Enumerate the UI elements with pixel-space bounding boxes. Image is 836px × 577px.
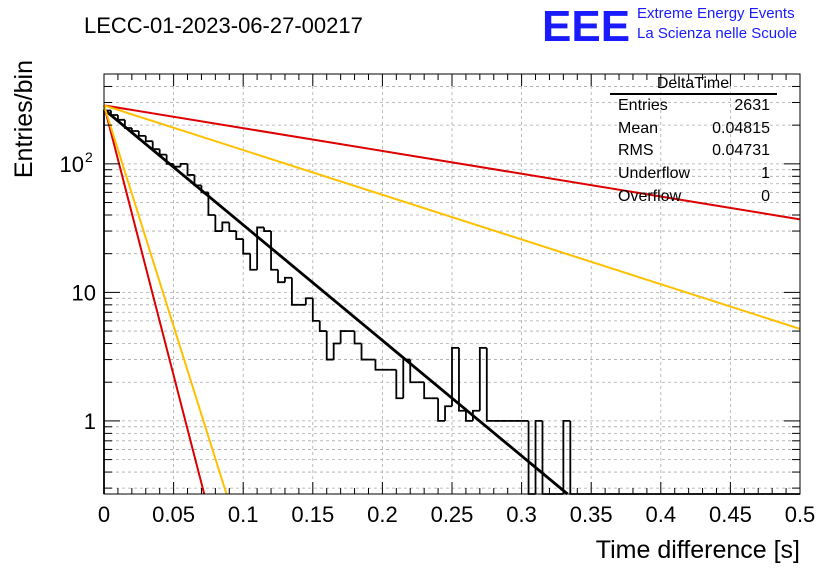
histogram-bin [478,346,487,411]
histogram-bin [541,420,550,495]
histogram-bin [228,222,237,232]
stats-value-entries: 2631 [734,97,770,114]
stats-label-entries: Entries [618,97,668,114]
histogram-bin [270,231,278,271]
histogram-bin [325,331,334,361]
histogram-bin [534,420,543,494]
histogram-bin [437,398,446,422]
histogram-bin [284,276,292,283]
fit-line [103,108,569,496]
x-tick-label: 0.15 [291,502,334,527]
grid-lines [104,73,800,494]
x-axis-title: Time difference [s] [596,536,800,564]
fit-line [103,105,206,495]
histogram-bin [339,330,348,344]
x-tick-label: 0.4 [646,502,677,527]
histogram-bin [158,149,167,156]
histogram-bin [207,192,216,216]
stats-value-underflow: 1 [761,165,770,182]
histogram-bin [527,420,536,495]
histogram-bin [423,382,432,400]
histogram-bin [353,331,362,345]
histogram-bin [179,162,188,167]
x-tick-label: 0.3 [506,502,537,527]
stats-value-rms: 0.04731 [712,142,770,159]
stats-title: DeltaTime [657,75,729,92]
histogram-bin [186,163,195,176]
histogram-bin [458,347,466,412]
histogram-bin [235,231,244,240]
x-tick-label: 0.25 [431,502,474,527]
x-tick-label: 0.5 [785,502,816,527]
eee-logo: EEE [542,2,630,51]
x-tick-label: 0.45 [709,502,752,527]
histogram-bin [144,135,153,143]
histogram-bin [360,343,369,361]
stats-value-overflow: 0 [761,188,770,205]
histogram-bin [263,227,272,232]
histogram-bin [318,320,327,332]
histogram-bin [256,226,265,270]
histogram-bin [402,358,411,399]
y-tick-label: 1 [84,409,96,434]
x-tick-label: 0.05 [152,502,195,527]
histogram-bin [214,214,223,232]
histogram-bin [291,277,299,306]
stats-label-underflow: Underflow [618,165,690,182]
histogram-bin [395,369,404,400]
histogram-bin [137,131,146,137]
stats-value-mean: 0.04815 [712,120,770,137]
histogram-bin [465,410,473,422]
y-tick-exponent: 2 [85,149,93,165]
histogram-bin [221,221,230,232]
histogram-bin [311,298,320,322]
x-tick-label: 0 [98,502,110,527]
histogram-bin [569,420,578,495]
stats-label-rms: RMS [618,142,654,159]
stats-label-mean: Mean [618,120,658,137]
histogram-bin [374,359,383,371]
histogram-bin [117,114,125,121]
fit-line [103,104,801,221]
x-tick-label: 0.2 [367,502,398,527]
x-tick-label: 0.1 [228,502,259,527]
histogram-bin [409,359,418,384]
logo-line-1: Extreme Energy Events [637,5,795,22]
histogram-bin [151,141,160,151]
histogram-bin [103,109,111,494]
histogram-bin [485,347,494,422]
fit-lines [103,104,801,496]
histogram-bin [444,405,452,421]
histogram-bin [249,253,258,271]
fit-line [103,104,801,330]
stats-label-overflow: Overflow [618,188,682,205]
logo-line-2: La Scienza nelle Scuole [637,25,797,42]
histogram-bin [332,342,341,360]
y-tick-label: 10 [60,152,84,177]
histogram-bin [471,409,480,421]
histogram-bin [242,239,251,255]
histogram-bin [304,297,313,305]
x-tick-label: 0.35 [570,502,613,527]
run-title: LECC-01-2023-06-27-00217 [84,13,363,38]
stats-box: DeltaTime Entries 2631 Mean 0.04815 RMS … [610,75,777,205]
fit-line [103,105,228,495]
y-axis-title: Entries/bin [10,60,38,178]
histogram-bin [277,269,285,284]
histogram-bin [562,420,571,494]
histogram-bin [130,128,139,132]
axes: 0 0.05 0.1 0.15 0.2 0.25 0.3 0.35 0.4 0.45 0.51101… [60,73,816,527]
histogram-bin [451,346,459,407]
y-tick-label: 10 [72,280,96,305]
